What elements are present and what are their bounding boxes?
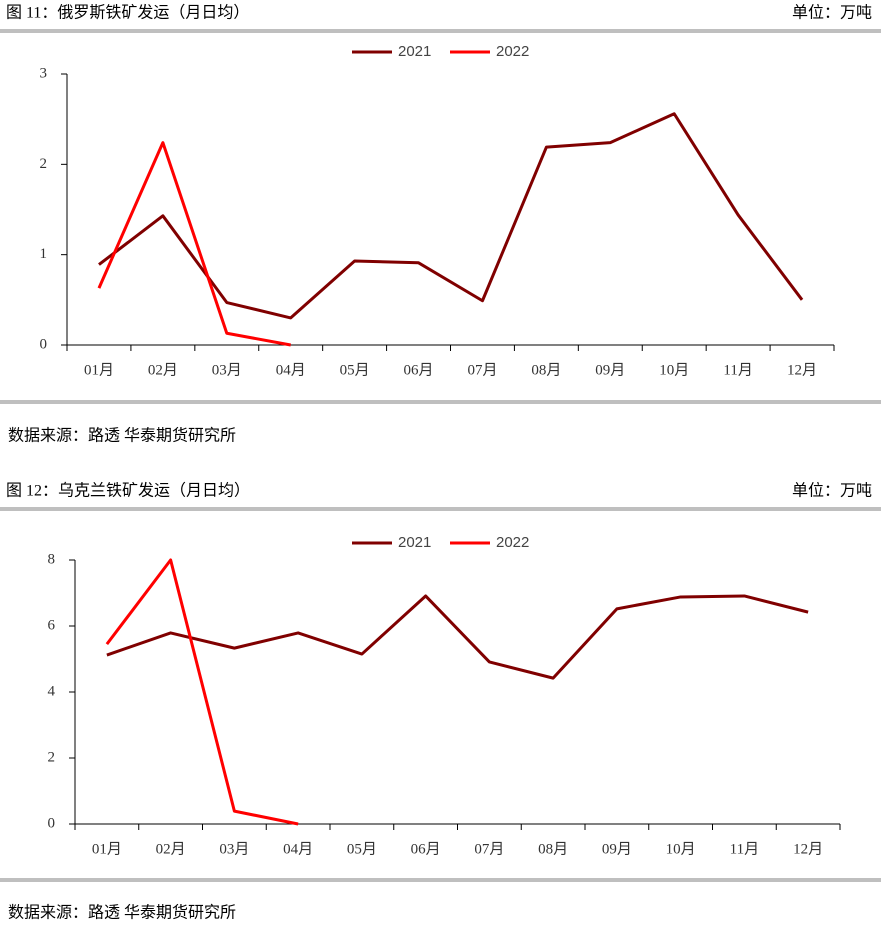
y-tick-label: 3 [40,65,48,81]
series-line [105,558,299,826]
legend-label: 2021 [398,534,431,551]
separator [0,29,881,33]
source-note: 数据来源：路透 华泰期货研究所 [8,904,236,922]
legend-label: 2022 [496,43,529,60]
y-tick-label: 6 [48,617,56,633]
y-tick-label: 0 [48,815,56,831]
x-tick-label: 01月 [84,362,114,378]
x-tick-label: 04月 [283,841,313,857]
series-line [106,594,809,680]
x-tick-label: 12月 [787,362,817,378]
y-tick-label: 8 [48,551,56,567]
x-tick-label: 10月 [666,841,696,857]
x-tick-label: 03月 [219,841,249,857]
chart-title: 图 11：俄罗斯铁矿发运（月日均） [6,4,249,22]
legend-label: 2022 [496,534,529,551]
chart-title: 图 12：乌克兰铁矿发运（月日均） [6,482,250,500]
x-tick-label: 09月 [595,362,625,378]
x-tick-label: 10月 [659,362,689,378]
x-tick-label: 06月 [404,362,434,378]
x-tick-label: 03月 [212,362,242,378]
series-line [98,112,804,320]
unit-label: 单位：万吨 [792,4,872,22]
x-tick-label: 07月 [467,362,497,378]
x-tick-label: 09月 [602,841,632,857]
x-tick-label: 08月 [538,841,568,857]
source-note: 数据来源：路透 华泰期货研究所 [8,427,236,445]
x-tick-label: 11月 [723,362,752,378]
series-line [97,141,291,347]
x-tick-label: 04月 [276,362,306,378]
y-tick-label: 1 [40,246,48,262]
x-tick-label: 12月 [793,841,823,857]
y-tick-label: 4 [48,683,56,699]
y-tick-label: 2 [48,749,56,765]
separator [0,400,881,404]
x-tick-label: 06月 [411,841,441,857]
y-tick-label: 2 [40,156,48,172]
legend-label: 2021 [398,43,431,60]
unit-label: 单位：万吨 [792,482,872,500]
x-tick-label: 02月 [156,841,186,857]
x-tick-label: 07月 [474,841,504,857]
x-tick-label: 05月 [340,362,370,378]
x-tick-label: 02月 [148,362,178,378]
x-tick-label: 11月 [730,841,759,857]
separator [0,507,881,511]
x-tick-label: 01月 [92,841,122,857]
separator [0,878,881,882]
x-tick-label: 08月 [531,362,561,378]
x-tick-label: 05月 [347,841,377,857]
y-tick-label: 0 [40,336,48,352]
